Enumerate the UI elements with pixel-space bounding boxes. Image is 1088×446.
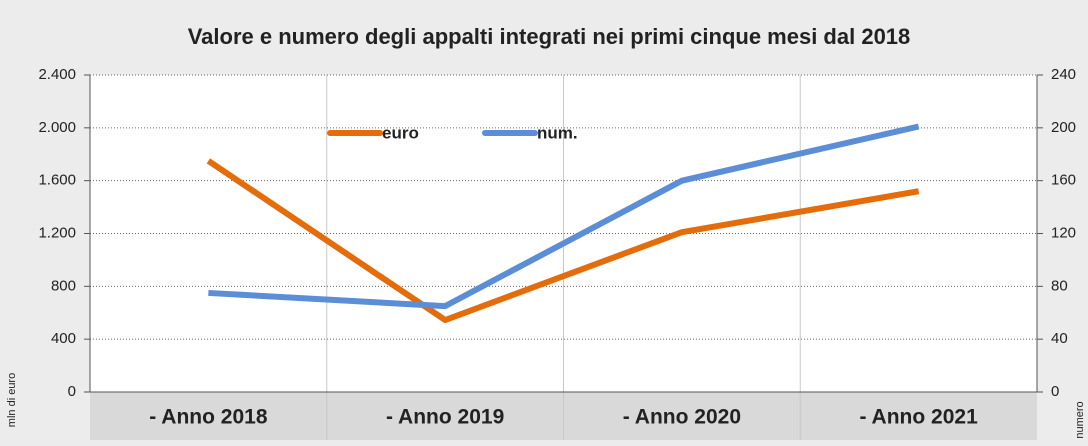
y-tick-label: 0 xyxy=(68,383,76,400)
series-line xyxy=(206,158,920,324)
y2-tick-label: 240 xyxy=(1051,66,1076,83)
y-tick-label: 800 xyxy=(51,277,76,294)
legend-label: num. xyxy=(537,123,578,142)
y2-tick-label: 80 xyxy=(1051,277,1068,294)
y2-tick-label: 120 xyxy=(1051,224,1076,241)
y-axis-label: mln di euro xyxy=(6,373,18,427)
series-line xyxy=(208,123,920,310)
y-tick-label: 1.600 xyxy=(38,172,76,189)
chart-title: Valore e numero degli appalti integrati … xyxy=(188,24,911,49)
y-tick-label: 2.000 xyxy=(38,119,76,136)
x-tick-label: - Anno 2020 xyxy=(623,406,741,429)
x-tick-label: - Anno 2018 xyxy=(149,406,268,429)
y2-tick-label: 40 xyxy=(1051,330,1068,347)
x-tick-label: - Anno 2019 xyxy=(386,406,504,429)
y2-tick-label: 160 xyxy=(1051,172,1076,189)
x-tick-label: - Anno 2021 xyxy=(860,406,979,429)
y-tick-label: 400 xyxy=(51,330,76,347)
y-tick-label: 2.400 xyxy=(38,66,76,83)
y-tick-label: 1.200 xyxy=(38,224,76,241)
y2-tick-label: 0 xyxy=(1051,383,1059,400)
legend-label: euro xyxy=(382,123,419,142)
y2-axis-label: numero xyxy=(1074,401,1086,438)
y2-tick-label: 200 xyxy=(1051,119,1076,136)
